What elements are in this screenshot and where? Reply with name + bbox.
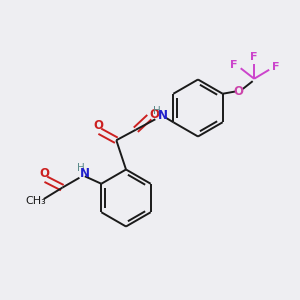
Text: O: O xyxy=(150,108,160,121)
Text: F: F xyxy=(230,60,238,70)
Text: N: N xyxy=(158,109,168,122)
Text: F: F xyxy=(250,52,258,62)
Text: H: H xyxy=(77,163,85,173)
Text: O: O xyxy=(233,85,243,98)
Text: CH₃: CH₃ xyxy=(25,196,46,206)
Text: N: N xyxy=(80,167,90,180)
Text: O: O xyxy=(39,167,49,180)
Text: F: F xyxy=(272,62,280,72)
Text: O: O xyxy=(93,119,103,132)
Text: H: H xyxy=(153,106,160,116)
